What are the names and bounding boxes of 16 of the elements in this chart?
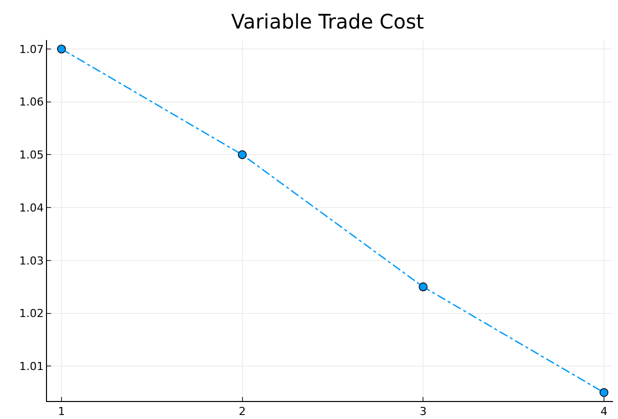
x-tick-label: 2	[238, 405, 246, 418]
y-tick-label: 1.02	[19, 307, 44, 320]
x-tick-label: 3	[420, 405, 427, 418]
x-tick-label: 4	[600, 405, 608, 418]
y-tick-label: 1.07	[19, 42, 44, 56]
point	[600, 388, 608, 397]
y-tick-label: 1.06	[19, 96, 44, 109]
point	[238, 150, 247, 160]
x-tick-label: 1	[58, 405, 65, 418]
point	[57, 44, 66, 54]
chart-title: Variable Trade Cost	[231, 10, 424, 34]
y-tick-label: 1.05	[19, 148, 44, 162]
y-tick-label: 1.03	[19, 254, 44, 268]
point	[418, 282, 428, 292]
y-tick-label: 1.04	[19, 201, 44, 214]
y-tick-label: 1.01	[19, 360, 44, 373]
